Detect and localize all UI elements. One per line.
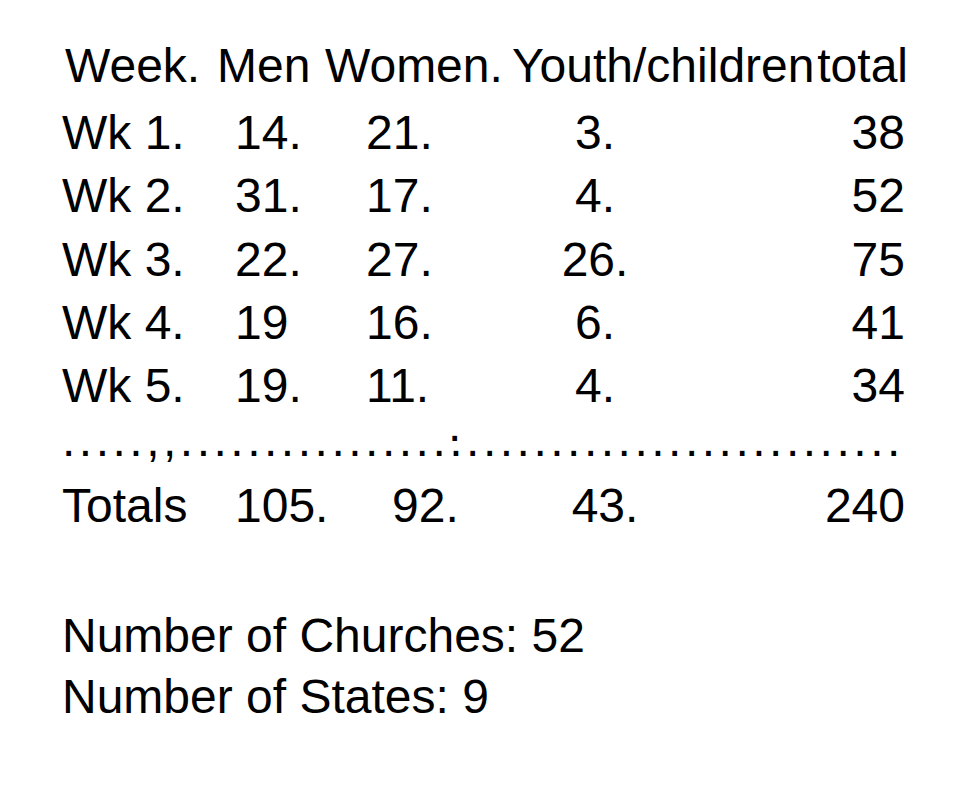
row3-total-value: 75 [852,236,905,284]
states-count-line: Number of States: 9 [62,673,489,721]
row3-youth-value: 26. [480,236,710,284]
row1-week-label: Wk 1. [62,109,185,157]
row5-women-value: 11. [366,362,429,410]
header-men: Men [217,42,310,90]
totals-total-value: 240 [825,482,905,530]
header-week: Week. [65,42,200,90]
row5-week-label: Wk 5. [62,362,185,410]
header-youth-children: Youth/children [512,42,814,90]
totals-men-value: 105. [235,482,328,530]
row2-women-value: 17. [366,172,433,220]
row3-men-value: 22. [235,236,302,284]
row4-women-value: 16. [366,299,433,347]
totals-women-value: 92. [392,482,459,530]
header-women: Women. [325,42,503,90]
attendance-report-page: Week. Men Women. Youth/children total Wk… [0,0,960,785]
row4-men-value: 19 [235,299,288,347]
row4-youth-value: 6. [480,299,710,347]
churches-count-line: Number of Churches: 52 [62,612,585,660]
row2-men-value: 31. [235,172,302,220]
row1-youth-value: 3. [480,109,710,157]
row5-men-value: 19. [235,362,302,410]
separator-dotted-line: .....,,.................................… [62,416,904,464]
row1-men-value: 14. [235,109,302,157]
row3-week-label: Wk 3. [62,236,185,284]
row4-total-value: 41 [852,299,905,347]
totals-label: Totals [62,482,187,530]
row5-youth-value: 4. [480,362,710,410]
row4-week-label: Wk 4. [62,299,185,347]
row3-women-value: 27. [366,236,433,284]
row5-total-value: 34 [852,362,905,410]
totals-youth-value: 43. [490,482,720,530]
row2-week-label: Wk 2. [62,172,185,220]
row2-youth-value: 4. [480,172,710,220]
row1-women-value: 21. [366,109,433,157]
header-total: total [817,42,908,90]
row2-total-value: 52 [852,172,905,220]
row1-total-value: 38 [852,109,905,157]
